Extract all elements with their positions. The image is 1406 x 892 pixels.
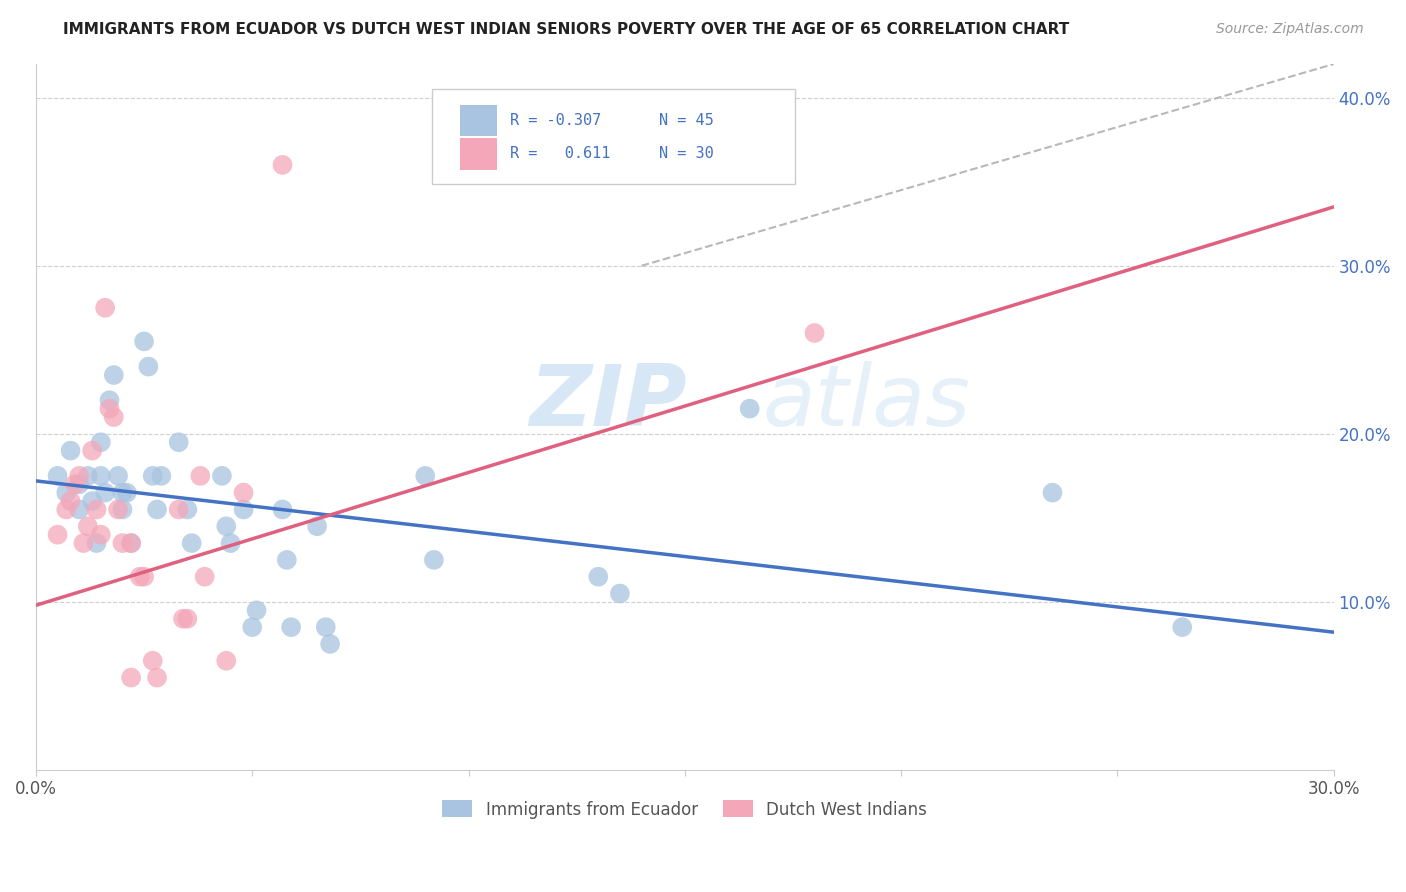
Point [67,468,90,483]
Point [120,671,142,685]
Point [150,468,173,483]
Point [59,494,82,508]
Point [138,359,160,374]
Point [413,468,436,483]
Point [240,620,263,634]
Point [307,519,329,533]
Point [176,502,198,516]
Point [245,603,267,617]
Point [107,468,129,483]
Point [276,553,298,567]
Point [46,527,69,541]
Point [167,502,190,516]
Point [90,435,112,450]
Point [232,485,254,500]
Point [111,502,134,516]
Point [132,570,155,584]
Point [211,468,233,483]
Point [142,468,165,483]
Point [609,586,631,600]
Point [315,620,337,634]
Text: R = -0.307: R = -0.307 [509,113,600,128]
Legend: Immigrants from Ecuador, Dutch West Indians: Immigrants from Ecuador, Dutch West Indi… [436,794,934,825]
Point [219,536,242,550]
Point [172,612,194,626]
Text: atlas: atlas [762,361,970,444]
Point [271,502,294,516]
Point [111,485,134,500]
Point [82,494,104,508]
Point [215,654,238,668]
Point [232,502,254,516]
Point [90,527,112,541]
Point [588,570,610,584]
Text: Source: ZipAtlas.com: Source: ZipAtlas.com [1216,22,1364,37]
Point [63,477,86,491]
Text: IMMIGRANTS FROM ECUADOR VS DUTCH WEST INDIAN SENIORS POVERTY OVER THE AGE OF 65 : IMMIGRANTS FROM ECUADOR VS DUTCH WEST IN… [63,22,1070,37]
Point [1171,620,1194,634]
Point [188,468,211,483]
Text: R =   0.611: R = 0.611 [509,146,610,161]
Bar [460,104,496,136]
Point [82,443,104,458]
Point [72,536,94,550]
Point [111,536,134,550]
Point [142,654,165,668]
Point [132,334,155,349]
Point [215,519,238,533]
Point [86,502,108,516]
Point [59,443,82,458]
Bar [460,138,496,169]
Point [94,485,117,500]
Point [55,485,77,500]
Point [423,553,446,567]
Point [98,401,121,416]
Point [176,612,198,626]
Point [115,485,138,500]
Point [103,410,125,425]
Text: ZIP: ZIP [529,361,686,444]
Point [180,536,202,550]
Point [319,637,342,651]
Point [1042,485,1064,500]
Point [167,435,190,450]
Point [146,502,169,516]
FancyBboxPatch shape [432,89,794,184]
Point [67,502,90,516]
Point [128,570,150,584]
Text: N = 30: N = 30 [659,146,714,161]
Point [194,570,217,584]
Point [120,536,142,550]
Point [94,301,117,315]
Point [46,468,69,483]
Text: N = 45: N = 45 [659,113,714,128]
Point [120,536,142,550]
Point [103,368,125,382]
Point [107,502,129,516]
Point [738,401,761,416]
Point [55,502,77,516]
Point [67,477,90,491]
Point [76,519,98,533]
Point [146,671,169,685]
Point [86,536,108,550]
Point [271,158,294,172]
Point [76,468,98,483]
Point [803,326,825,340]
Point [280,620,302,634]
Point [98,393,121,408]
Point [90,468,112,483]
